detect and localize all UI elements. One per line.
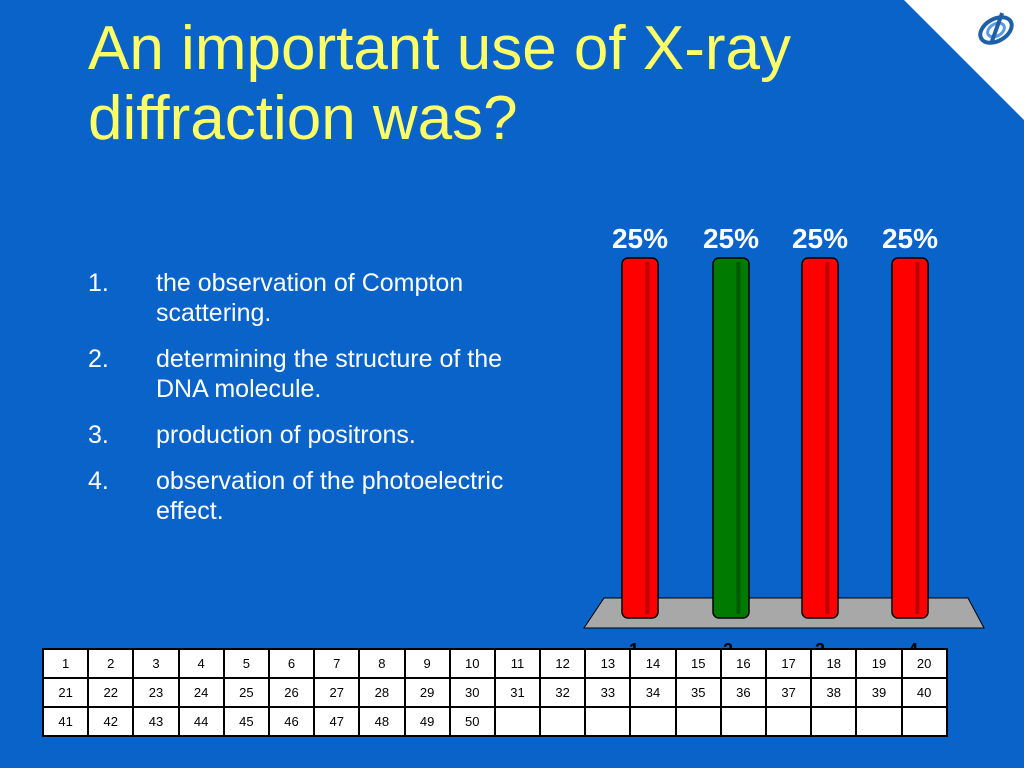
grid-cell: 29	[403, 677, 451, 708]
grid-cell: 25	[222, 677, 270, 708]
grid-cell: 47	[313, 706, 361, 737]
grid-cell: 4	[177, 648, 225, 679]
grid-cell: 37	[764, 677, 813, 708]
grid-cell: 21	[41, 677, 90, 708]
answer-number: 3.	[88, 421, 109, 449]
grid-cell: 15	[674, 648, 722, 679]
answer-item[interactable]: 4. observation of the photoelectric effe…	[88, 466, 548, 526]
data-label-3: 25%	[792, 223, 848, 254]
grid-cell: 33	[584, 677, 632, 708]
chart-floor	[583, 597, 985, 629]
answer-number: 4.	[88, 467, 109, 495]
grid-cell: 48	[358, 706, 406, 737]
grid-cell: 34	[629, 677, 677, 708]
answer-item[interactable]: 1. the observation of Compton scattering…	[88, 268, 548, 328]
answer-text: production of positrons.	[156, 421, 416, 449]
grid-cell: 3	[132, 648, 180, 679]
grid-cell: 20	[900, 648, 948, 679]
grid-cell: 43	[132, 706, 180, 737]
grid-cell	[855, 706, 903, 737]
grid-cell: 24	[177, 677, 225, 708]
page-title: An important use of X-ray diffraction wa…	[88, 14, 791, 153]
grid-cell	[539, 706, 587, 737]
bar-2	[712, 257, 750, 619]
response-grid: 1 2 3 4 5 6 7 8 9 10 11 12 13 14 15 16 17 18 19 20 21 22 23 24 2…	[41, 648, 948, 737]
grid-cell: 22	[87, 677, 135, 708]
response-bar-chart: 25%125%225%325%4	[583, 223, 985, 660]
grid-cell	[674, 706, 722, 737]
grid-cell: 6	[267, 648, 316, 679]
grid-cell	[584, 706, 632, 737]
answer-item[interactable]: 3. production of positrons.	[88, 420, 548, 450]
grid-cell: 7	[313, 648, 361, 679]
answer-text: determining the structure of the DNA mol…	[156, 345, 503, 403]
data-label-4: 25%	[882, 223, 938, 254]
grid-row: 1 2 3 4 5 6 7 8 9 10 11 12 13 14 15 16 17 18 19 20	[41, 648, 948, 679]
answer-item[interactable]: 2. determining the structure of the DNA …	[88, 344, 548, 404]
grid-cell	[764, 706, 813, 737]
grid-cell: 42	[87, 706, 135, 737]
grid-cell: 8	[358, 648, 406, 679]
bar-shade	[645, 262, 650, 614]
data-label-1: 25%	[612, 223, 668, 254]
grid-cell	[719, 706, 768, 737]
grid-cell: 36	[719, 677, 768, 708]
answer-list: 1. the observation of Compton scattering…	[88, 268, 548, 542]
grid-cell: 50	[448, 706, 496, 737]
bar-shade	[915, 262, 920, 614]
grid-cell: 32	[539, 677, 587, 708]
grid-cell	[629, 706, 677, 737]
answer-number: 1.	[88, 269, 109, 297]
grid-cell: 17	[764, 648, 813, 679]
grid-cell: 2	[87, 648, 135, 679]
grid-row: 21 22 23 24 25 26 27 28 29 30 31 32 33 34 35 36 37 38 39 40	[41, 677, 948, 708]
bar-shade	[736, 262, 741, 614]
grid-cell: 38	[810, 677, 858, 708]
grid-cell: 12	[539, 648, 587, 679]
bar-4	[891, 257, 929, 619]
grid-cell: 46	[267, 706, 316, 737]
bar-1	[621, 257, 659, 619]
grid-cell: 16	[719, 648, 768, 679]
grid-cell: 28	[358, 677, 406, 708]
grid-cell: 18	[810, 648, 858, 679]
grid-cell: 49	[403, 706, 451, 737]
grid-cell: 30	[448, 677, 496, 708]
grid-cell: 40	[900, 677, 948, 708]
grid-cell	[810, 706, 858, 737]
grid-cell: 23	[132, 677, 180, 708]
grid-cell: 45	[222, 706, 270, 737]
grid-cell: 10	[448, 648, 496, 679]
grid-cell: 35	[674, 677, 722, 708]
bar-shade	[825, 262, 830, 614]
bar-3	[801, 257, 839, 619]
answer-text: observation of the photoelectric effect.	[156, 467, 504, 525]
ti-logo-icon	[904, 0, 1024, 120]
grid-cell: 13	[584, 648, 632, 679]
answer-text: the observation of Compton scattering.	[156, 269, 464, 327]
grid-cell: 19	[855, 648, 903, 679]
answer-number: 2.	[88, 345, 109, 373]
grid-cell: 27	[313, 677, 361, 708]
grid-cell: 26	[267, 677, 316, 708]
grid-cell	[493, 706, 542, 737]
data-label-2: 25%	[703, 223, 759, 254]
grid-row: 41 42 43 44 45 46 47 48 49 50	[41, 706, 948, 737]
grid-cell: 39	[855, 677, 903, 708]
grid-cell	[900, 706, 948, 737]
grid-cell: 11	[493, 648, 542, 679]
grid-cell: 1	[41, 648, 90, 679]
grid-cell: 14	[629, 648, 677, 679]
grid-cell: 5	[222, 648, 270, 679]
grid-cell: 9	[403, 648, 451, 679]
grid-cell: 41	[41, 706, 90, 737]
grid-cell: 44	[177, 706, 225, 737]
grid-cell: 31	[493, 677, 542, 708]
